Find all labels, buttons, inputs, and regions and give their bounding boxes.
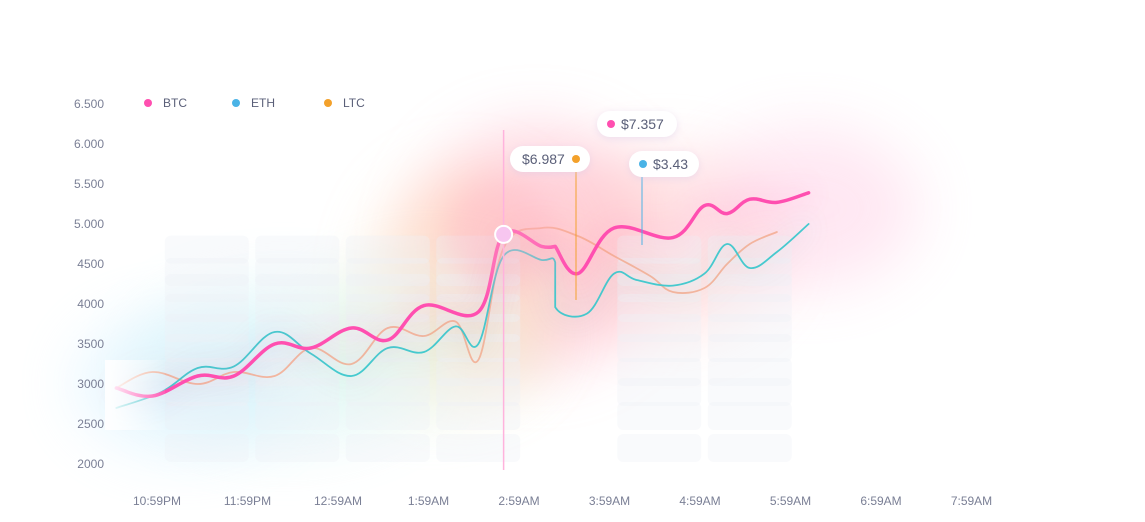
x-tick-label: 3:59AM — [589, 494, 630, 508]
background-tile — [345, 274, 430, 302]
background-tile — [617, 334, 702, 362]
x-tick-label: 6:59AM — [860, 494, 901, 508]
x-tick-label: 5:59AM — [770, 494, 811, 508]
background-tile — [436, 358, 521, 386]
background-tile — [164, 294, 249, 322]
tooltip-box-eth — [629, 151, 699, 177]
highlight-marker — [448, 130, 559, 470]
background-tile — [617, 402, 702, 430]
background-tile — [164, 274, 249, 302]
legend-label: BTC — [163, 96, 187, 110]
background-tile — [164, 434, 249, 462]
legend-item-btc[interactable]: BTC — [144, 96, 187, 110]
background-tile — [345, 235, 430, 264]
x-tick-label: 7:59AM — [951, 494, 992, 508]
x-tick-label: 4:59AM — [679, 494, 720, 508]
background-tile — [436, 402, 521, 430]
background-tile — [164, 258, 249, 286]
tooltip-value-eth: $3.43 — [653, 156, 688, 172]
background-tile — [164, 235, 249, 264]
y-tick-label: 4000 — [77, 297, 104, 311]
tooltip-value-ltc: $6.987 — [522, 151, 565, 167]
series-line-ltc[interactable] — [115, 226, 778, 389]
x-axis: 10:59PM 11:59PM 12:59AM 1:59AM 2:59AM 3:59AM 4… — [133, 494, 992, 508]
tooltip-value-btc: $7.357 — [621, 116, 664, 132]
legend-dot — [144, 99, 152, 107]
legend-dot — [232, 99, 240, 107]
y-tick-label: 5.000 — [74, 217, 104, 231]
glow-blob — [698, 128, 919, 288]
background-tile — [617, 358, 702, 386]
tooltip-box-ltc — [510, 146, 590, 172]
background-tile — [345, 258, 430, 286]
background-tile — [255, 314, 340, 342]
background-tile — [345, 434, 430, 462]
tooltip-btc: $7.357 — [597, 111, 677, 137]
background-tile — [707, 294, 792, 322]
background-tile — [436, 378, 521, 406]
y-axis: 6.500 6.000 5.500 5.000 4500 4000 3500 3000 2500… — [74, 97, 104, 471]
x-tick-label: 12:59AM — [314, 494, 362, 508]
edge-fade — [105, 360, 165, 430]
y-tick-label: 2000 — [77, 457, 104, 471]
legend-dot — [324, 99, 332, 107]
y-tick-label: 3000 — [77, 377, 104, 391]
y-tick-label: 6.000 — [74, 137, 104, 151]
background-tile — [255, 258, 340, 286]
legend-label: ETH — [251, 96, 275, 110]
tooltip-dot-btc — [607, 120, 615, 128]
tooltip-dot-eth — [639, 160, 647, 168]
background-tile — [255, 402, 340, 430]
background-tile — [164, 402, 249, 430]
tooltip-ltc: $6.987 — [510, 146, 590, 300]
background-tile — [617, 235, 702, 264]
background-tile — [617, 314, 702, 342]
y-tick-label: 3500 — [77, 337, 104, 351]
background-tile — [617, 294, 702, 322]
background-tile — [255, 235, 340, 264]
background-tile — [707, 314, 792, 342]
x-tick-label: 1:59AM — [408, 494, 449, 508]
background-tile — [255, 274, 340, 302]
background-tile — [707, 358, 792, 386]
background-tile — [707, 402, 792, 430]
background-tile — [617, 434, 702, 462]
x-tick-label: 11:59PM — [224, 494, 271, 508]
y-tick-label: 4500 — [77, 257, 104, 271]
x-tick-label: 2:59AM — [498, 494, 539, 508]
legend-item-ltc[interactable]: LTC — [324, 96, 365, 110]
background-tile — [707, 434, 792, 462]
y-tick-label: 2500 — [77, 417, 104, 431]
tooltip-dot-ltc — [572, 155, 580, 163]
background-tile — [617, 378, 702, 406]
background-tile — [707, 274, 792, 302]
background-tile — [707, 334, 792, 362]
legend: BTC ETH LTC — [144, 96, 365, 110]
tooltip-box-btc — [597, 111, 677, 137]
background-tile — [436, 434, 521, 462]
legend-item-eth[interactable]: ETH — [232, 96, 275, 110]
legend-label: LTC — [343, 96, 365, 110]
background-tile — [255, 378, 340, 406]
background-tile — [255, 294, 340, 322]
y-tick-label: 5.500 — [74, 177, 104, 191]
background-tile — [345, 378, 430, 406]
background-tile — [255, 358, 340, 386]
tooltip-eth: $3.43 — [629, 151, 699, 245]
background-tile — [164, 334, 249, 362]
x-tick-label: 10:59PM — [133, 494, 181, 508]
highlight-point[interactable] — [494, 224, 514, 244]
background-tile — [345, 402, 430, 430]
background-tile — [255, 434, 340, 462]
tooltips: $6.987 $3.43 $7.357 — [510, 111, 699, 300]
y-tick-label: 6.500 — [74, 97, 104, 111]
background-tile — [707, 378, 792, 406]
background-tile — [164, 314, 249, 342]
